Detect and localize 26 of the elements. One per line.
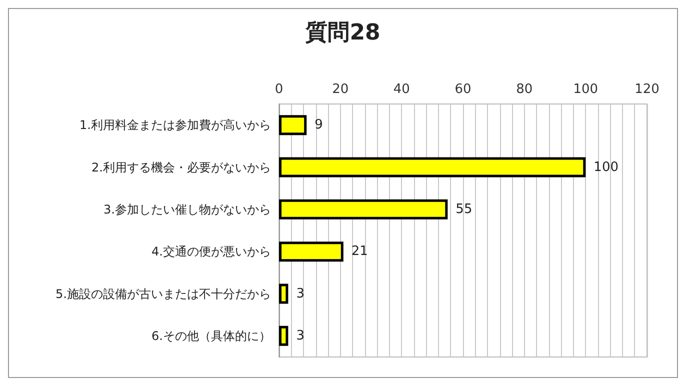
- data-label: 21: [351, 244, 368, 260]
- y-tick-label: 4.交通の便が悪いから: [152, 244, 271, 259]
- x-tick-label: 120: [634, 82, 660, 97]
- x-tick-label: 80: [516, 82, 533, 97]
- data-label: 55: [456, 202, 472, 217]
- bar: [279, 157, 586, 178]
- x-tick-label: 100: [573, 82, 598, 97]
- x-tick-label: 20: [332, 82, 349, 97]
- x-tick-label: 0: [274, 82, 284, 97]
- bar: [279, 115, 307, 136]
- bar: [279, 199, 448, 220]
- y-tick-label: 6.その他（具体的に）: [152, 328, 271, 343]
- chart-title: 質問28: [304, 20, 380, 46]
- y-tick-label: 2.利用する機会・必要がないから: [92, 160, 271, 174]
- data-label: 3: [296, 286, 304, 302]
- bar: [279, 284, 288, 304]
- data-label: 3: [296, 328, 304, 344]
- y-tick-label: 5.施設の設備が古いまたは不十分だから: [56, 286, 271, 301]
- bar: [279, 326, 288, 346]
- y-tick-label: 3.参加したい催し物がないから: [104, 202, 271, 216]
- data-label: 100: [594, 160, 618, 175]
- y-tick-label: 1.利用料金または参加費が高いから: [80, 118, 271, 132]
- x-tick-label: 60: [454, 82, 472, 97]
- bar: [279, 242, 344, 262]
- data-label: 9: [314, 118, 323, 133]
- x-tick-label: 40: [393, 82, 410, 97]
